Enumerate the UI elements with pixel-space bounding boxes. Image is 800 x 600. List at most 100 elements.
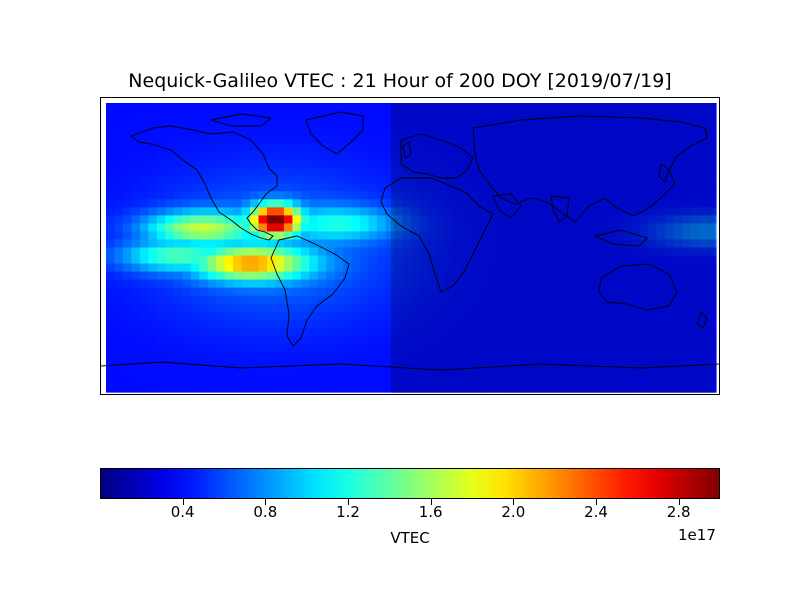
heatmap-cell xyxy=(622,287,632,297)
heatmap-cell xyxy=(411,335,421,345)
heatmap-cell xyxy=(656,183,666,192)
heatmap-cell xyxy=(605,287,615,297)
heatmap-cell xyxy=(453,271,463,281)
heatmap-cell xyxy=(648,199,658,208)
heatmap-cell xyxy=(292,167,302,176)
heatmap-cell xyxy=(580,343,590,353)
heatmap-cell xyxy=(258,351,268,361)
heatmap-cell xyxy=(588,239,598,249)
heatmap-cell xyxy=(394,199,404,208)
heatmap-cell xyxy=(529,335,539,345)
heatmap-cell xyxy=(699,327,709,337)
heatmap-cell xyxy=(258,327,268,337)
heatmap-cell xyxy=(563,319,573,329)
heatmap-cell xyxy=(487,103,497,112)
heatmap-cell xyxy=(614,287,624,297)
heatmap-cell xyxy=(580,351,590,361)
heatmap-cell xyxy=(512,383,522,393)
heatmap-cell xyxy=(182,263,192,273)
heatmap-cell xyxy=(504,223,514,233)
heatmap-cell xyxy=(309,359,319,369)
heatmap-cell xyxy=(368,151,378,160)
heatmap-cell xyxy=(707,215,717,225)
heatmap-cell xyxy=(546,223,556,233)
heatmap-cell xyxy=(529,159,539,168)
heatmap-cell xyxy=(309,215,319,225)
heatmap-cell xyxy=(402,127,412,136)
heatmap-cell xyxy=(470,111,480,120)
heatmap-cell xyxy=(266,143,277,152)
heatmap-cell xyxy=(351,159,361,168)
heatmap-cell xyxy=(699,207,709,216)
heatmap-cell xyxy=(580,135,590,144)
heatmap-cell xyxy=(131,343,141,353)
heatmap-cell xyxy=(250,159,260,168)
heatmap-cell xyxy=(504,367,514,377)
heatmap-cell xyxy=(622,375,632,385)
heatmap-cell xyxy=(656,255,666,265)
heatmap-cell xyxy=(224,135,234,144)
heatmap-cell xyxy=(597,159,607,168)
heatmap-cell xyxy=(699,127,709,136)
heatmap-cell xyxy=(622,207,632,216)
heatmap-cell xyxy=(165,223,175,233)
heatmap-cell xyxy=(444,199,454,208)
heatmap-cell xyxy=(419,295,429,305)
heatmap-cell xyxy=(512,103,522,112)
heatmap-cell xyxy=(148,287,158,297)
heatmap-cell xyxy=(521,303,531,313)
heatmap-cell xyxy=(114,295,124,305)
heatmap-cell xyxy=(427,127,438,136)
heatmap-cell xyxy=(300,191,310,200)
heatmap-cell xyxy=(504,127,514,136)
heatmap-cell xyxy=(385,367,395,377)
heatmap-cell xyxy=(444,375,454,385)
heatmap-cell xyxy=(631,375,641,385)
heatmap-cell xyxy=(317,119,327,128)
heatmap-cell xyxy=(266,183,277,192)
heatmap-cell xyxy=(258,303,268,313)
heatmap-cell xyxy=(122,119,133,128)
heatmap-cell xyxy=(351,183,361,192)
heatmap-cell xyxy=(495,343,505,353)
heatmap-cell xyxy=(258,263,268,273)
heatmap-cell xyxy=(546,231,556,241)
heatmap-cell xyxy=(665,111,675,120)
heatmap-cell xyxy=(122,351,133,361)
heatmap-cell xyxy=(673,223,683,233)
heatmap-cell xyxy=(656,263,666,273)
heatmap-cell xyxy=(631,343,641,353)
heatmap-cell xyxy=(707,311,717,321)
heatmap-cell xyxy=(699,143,709,152)
heatmap-cell xyxy=(106,343,116,353)
heatmap-cell xyxy=(521,111,531,120)
heatmap-cell xyxy=(648,143,658,152)
heatmap-cell xyxy=(622,215,632,225)
heatmap-cell xyxy=(639,215,649,225)
heatmap-cell xyxy=(605,375,615,385)
heatmap-cell xyxy=(224,287,234,297)
heatmap-cell xyxy=(224,383,234,393)
heatmap-cell xyxy=(139,287,149,297)
heatmap-cell xyxy=(521,255,531,265)
heatmap-cell xyxy=(571,175,582,184)
heatmap-cell xyxy=(182,199,192,208)
heatmap-cell xyxy=(139,175,149,184)
heatmap-cell xyxy=(368,295,378,305)
heatmap-cell xyxy=(555,143,565,152)
heatmap-cell xyxy=(402,215,412,225)
heatmap-cell xyxy=(682,271,692,281)
heatmap-cell xyxy=(250,263,260,273)
heatmap-cell xyxy=(521,135,531,144)
heatmap-cell xyxy=(656,239,666,249)
heatmap-cell xyxy=(538,295,548,305)
heatmap-cell xyxy=(216,255,226,265)
heatmap-cell xyxy=(351,111,361,120)
heatmap-cell xyxy=(258,287,268,297)
heatmap-cell xyxy=(182,327,192,337)
heatmap-cell xyxy=(487,135,497,144)
heatmap-cell xyxy=(529,375,539,385)
heatmap-cell xyxy=(190,375,200,385)
heatmap-cell xyxy=(106,303,116,313)
heatmap-cell xyxy=(377,223,387,233)
